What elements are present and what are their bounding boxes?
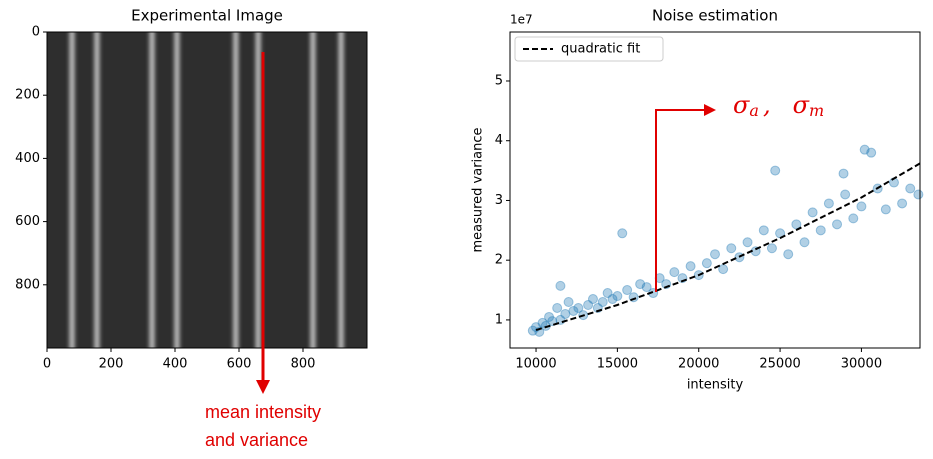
y-tick-label: 2 [495,253,503,268]
point [602,288,613,299]
point [799,237,810,248]
point [856,201,867,212]
y-tick-label: 200 [15,88,40,103]
point [807,207,818,218]
stripe [149,32,155,348]
point [766,243,777,254]
point [669,267,680,278]
annotation-part: m [809,101,824,120]
y-axis-label: measured variance [471,127,486,252]
stripe [310,32,316,348]
point [641,282,652,293]
annotation-part: σ [733,91,750,119]
point [537,317,548,328]
point [583,299,594,310]
legend-box [514,36,664,62]
point [560,308,571,319]
point [544,311,555,322]
x-tick-label: 25000 [759,357,800,372]
point [555,280,566,291]
chart-title: Experimental Image [131,7,283,25]
point [701,258,712,269]
point [897,198,908,209]
x-tick-label: 15000 [597,357,638,372]
point [905,183,916,194]
point [783,249,794,260]
point [573,302,584,313]
point [848,213,859,224]
arrow-head [704,104,716,116]
point [685,261,696,272]
y-tick-label: 5 [495,73,503,88]
point [612,291,623,302]
stripe [233,32,239,348]
chart-title: Noise estimation [652,7,778,25]
point [563,297,574,308]
x-tick-label: 400 [163,357,188,372]
plot-frame [46,31,368,349]
x-tick-label: 200 [99,357,124,372]
point [823,198,834,209]
point [587,294,598,305]
point [866,147,877,158]
point [617,228,628,239]
annotation: σa, σm [733,91,824,120]
x-tick-label: 600 [227,357,252,372]
point [758,225,769,236]
y-tick-label: 4 [495,133,503,148]
annotation: mean intensity [205,402,321,422]
stripe [94,32,100,348]
point [838,168,849,179]
stripe [338,32,344,348]
annotation: and variance [205,430,308,450]
y-tick-label: 400 [15,151,40,166]
point [622,285,633,296]
legend-label: quadratic fit [561,42,640,57]
y-tick-label: 3 [495,193,503,208]
point [568,305,579,316]
point [859,144,870,155]
point [840,189,851,200]
stripe [69,32,75,348]
fit-line [535,162,921,332]
point [726,243,737,254]
arrow-line [655,109,706,292]
annotation-arrow [256,52,716,394]
offset-label: 1e7 [510,13,533,27]
point [815,225,826,236]
plots: 0 200 400 600 800 0 200 400 600 800 10000 15000 2000… [15,25,924,372]
x-tick-label: 30000 [841,357,882,372]
stripe [255,32,261,348]
point [710,249,720,260]
point [635,279,646,290]
plot-frame [509,31,921,349]
x-tick-label: 0 [43,357,51,372]
annotation-part: a [749,101,759,120]
x-tick-label: 10000 [515,357,556,372]
y-tick-label: 1 [495,312,503,327]
y-tick-label: 0 [32,25,40,40]
point [597,297,608,308]
annotation-part: σ [793,91,810,119]
point [770,165,781,176]
arrow-head [256,380,270,394]
y-tick-label: 600 [15,214,40,229]
x-tick-label: 20000 [678,357,719,372]
point [913,189,924,200]
image-stripes [69,32,344,348]
x-tick-label: 800 [291,357,316,372]
point [880,204,891,215]
point [742,237,753,248]
x-axis-label: intensity [687,378,744,393]
point [607,294,618,305]
stripe [174,32,180,348]
point [832,219,843,230]
point [552,302,563,313]
plot-background [510,32,920,348]
annotation-part: , [763,91,771,119]
y-tick-label: 800 [15,277,40,292]
